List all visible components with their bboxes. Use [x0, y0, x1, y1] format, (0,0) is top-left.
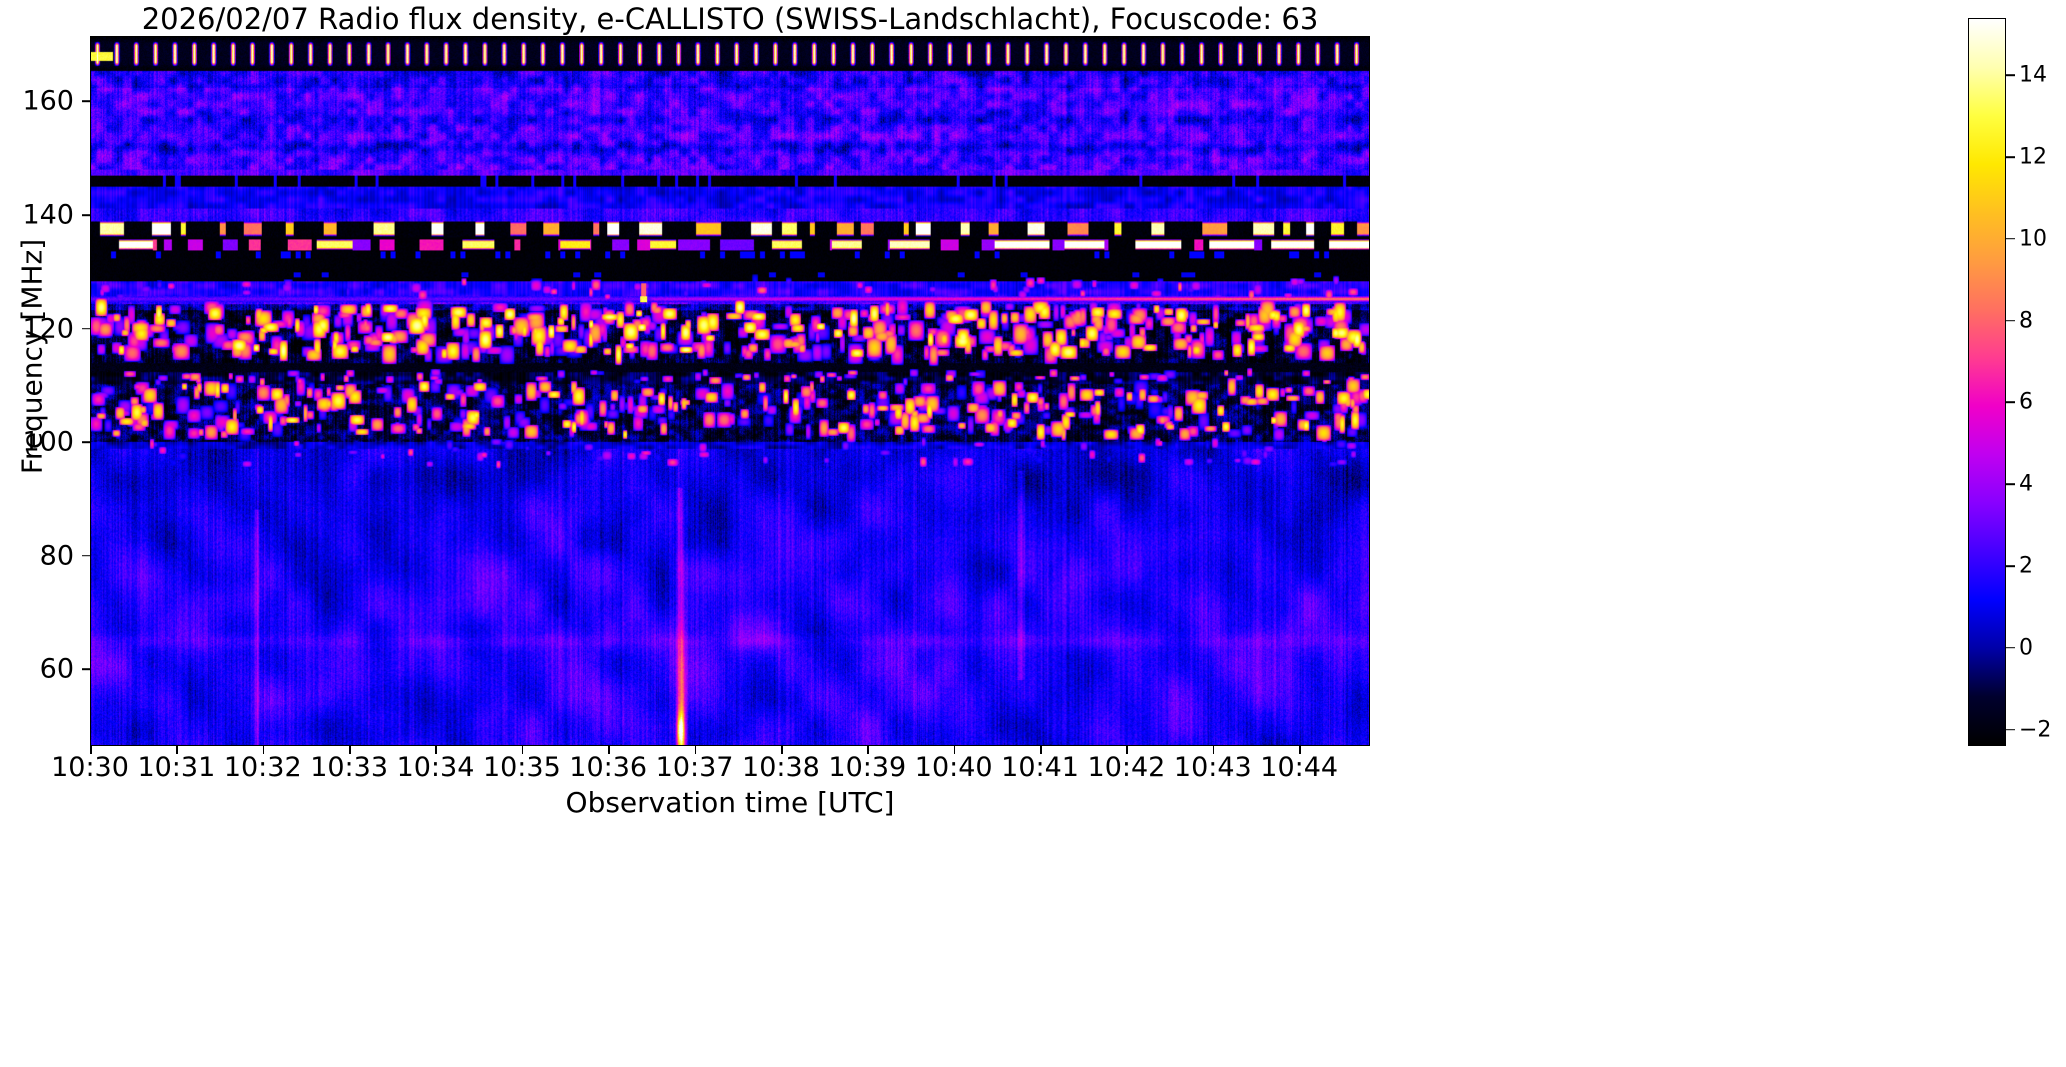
y-tick-label: 140 [22, 199, 74, 231]
x-tick-mark [780, 746, 783, 754]
y-tick-mark [82, 327, 90, 330]
colorbar-gradient [1969, 19, 2005, 745]
x-tick-label: 10:44 [1260, 752, 1339, 783]
colorbar-tick-mark [2006, 238, 2015, 240]
colorbar-tick-mark [2006, 647, 2015, 649]
colorbar-tick-label: 6 [2019, 389, 2033, 415]
y-tick-mark [82, 100, 90, 103]
y-tick-mark [82, 554, 90, 557]
colorbar-tick-label: 0 [2019, 635, 2033, 661]
x-tick-mark [1040, 746, 1042, 754]
colorbar-tick-label: −2 [2019, 717, 2052, 743]
x-tick-label: 10:30 [51, 752, 129, 783]
y-tick-mark [82, 668, 90, 671]
x-tick-mark [1299, 746, 1301, 754]
x-tick-mark [1126, 746, 1129, 754]
x-tick-mark [1212, 746, 1215, 754]
x-tick-mark [953, 746, 956, 754]
colorbar-tick-mark [2006, 728, 2015, 731]
x-tick-mark [867, 746, 869, 754]
y-tick-mark [82, 441, 90, 443]
x-tick-label: 10:40 [914, 752, 993, 783]
colorbar-tick-mark [2006, 319, 2015, 322]
y-tick-label: 60 [39, 653, 74, 685]
x-tick-mark [176, 746, 178, 754]
colorbar-tick-label: 14 [2019, 62, 2047, 88]
colorbar-tick-mark [2006, 156, 2015, 158]
colorbar-tick-mark [2006, 483, 2015, 486]
x-tick-label: 10:33 [310, 752, 388, 783]
x-tick-label: 10:39 [828, 752, 907, 783]
colorbar-tick-label: 8 [2019, 308, 2033, 334]
figure-title: 2026/02/07 Radio flux density, e-CALLIST… [141, 2, 1319, 36]
spectrogram-plot-area [90, 36, 1370, 746]
x-tick-label: 10:32 [223, 752, 302, 783]
x-tick-mark [349, 746, 351, 754]
colorbar-tick-label: 12 [2019, 144, 2047, 170]
x-tick-mark [521, 746, 524, 754]
x-tick-label: 10:42 [1087, 752, 1166, 783]
y-tick-mark [82, 214, 90, 216]
x-tick-mark [435, 746, 438, 754]
x-tick-mark [608, 746, 610, 754]
x-tick-mark [262, 746, 265, 754]
x-axis-label: Observation time [UTC] [565, 786, 895, 819]
x-tick-label: 10:37 [655, 752, 734, 783]
x-tick-label: 10:43 [1173, 752, 1252, 783]
x-tick-label: 10:31 [137, 752, 216, 783]
colorbar-tick-mark [2006, 74, 2015, 77]
x-tick-label: 10:38 [742, 752, 820, 783]
colorbar-tick-label: 2 [2019, 553, 2033, 579]
x-tick-mark [90, 746, 92, 754]
x-tick-label: 10:35 [482, 752, 561, 783]
y-axis-label: Frequency [MHz] [15, 238, 49, 475]
colorbar [1968, 18, 2006, 746]
y-tick-label: 100 [22, 426, 74, 458]
y-tick-label: 160 [22, 85, 74, 117]
spectrogram-canvas [91, 37, 1369, 745]
x-tick-label: 10:36 [569, 752, 648, 783]
colorbar-tick-label: 4 [2019, 471, 2033, 497]
y-tick-label: 80 [39, 540, 74, 572]
y-tick-label: 120 [22, 313, 74, 345]
x-tick-label: 10:41 [1001, 752, 1079, 783]
x-tick-label: 10:34 [396, 752, 475, 783]
colorbar-tick-mark [2006, 565, 2015, 567]
colorbar-tick-mark [2006, 401, 2015, 404]
colorbar-tick-label: 10 [2019, 226, 2047, 252]
spectrogram-image [91, 37, 1369, 745]
x-tick-mark [694, 746, 697, 754]
